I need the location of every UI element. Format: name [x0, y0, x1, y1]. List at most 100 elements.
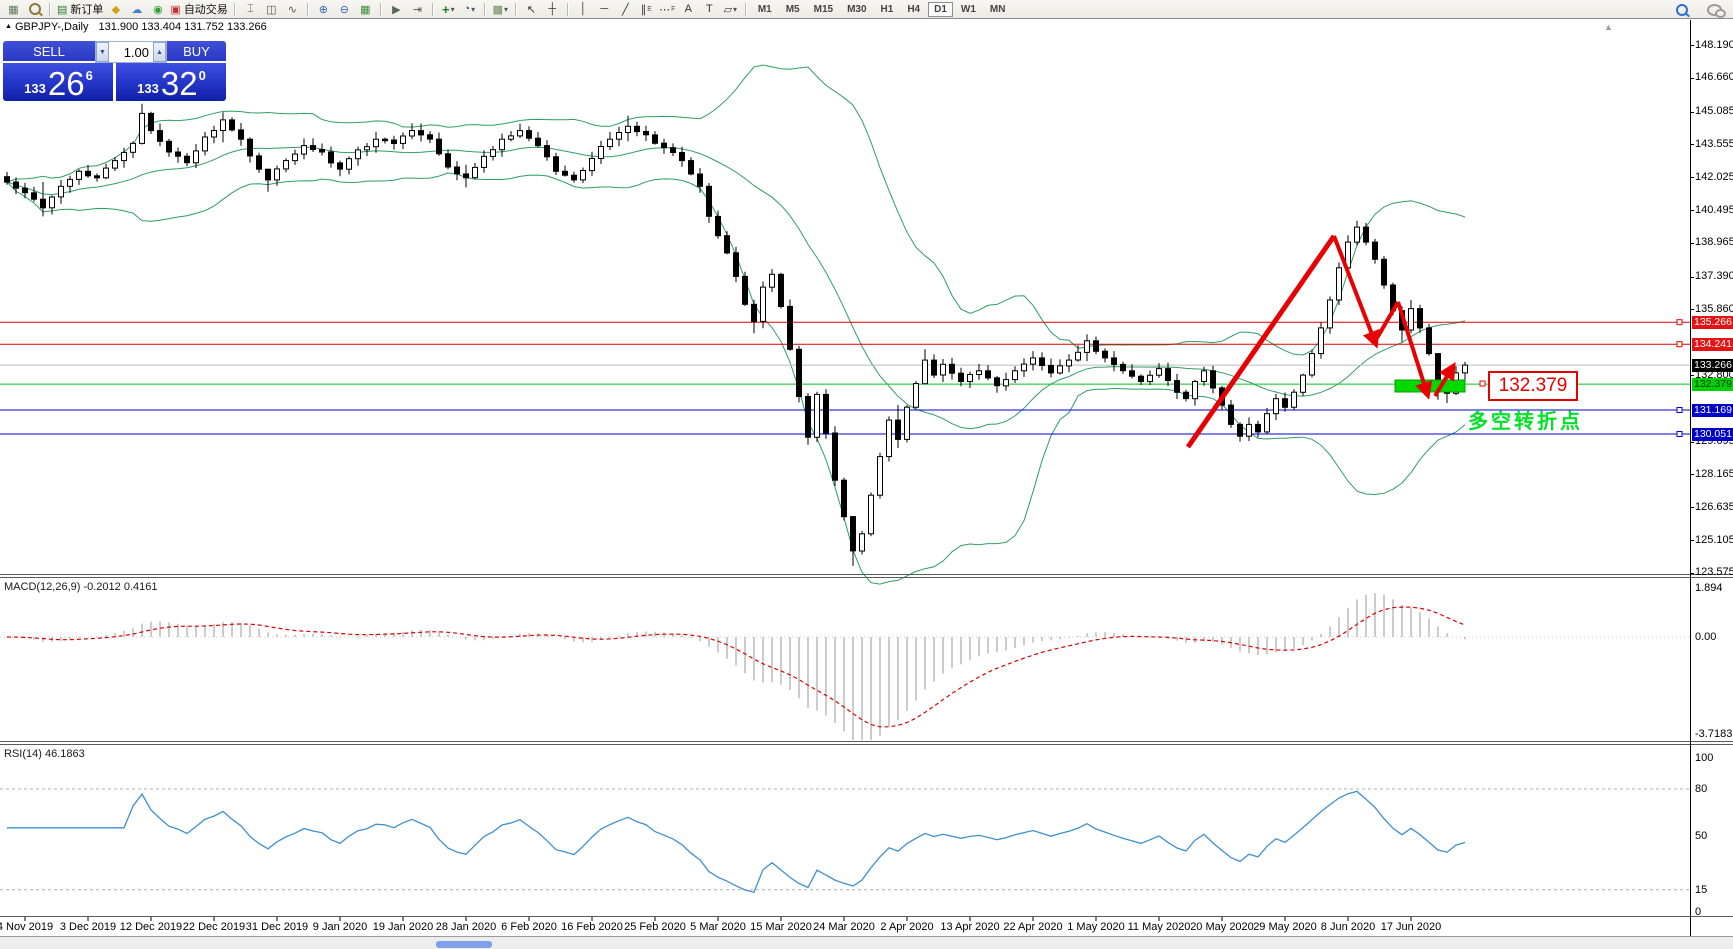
candlestick-mode-button[interactable]: ◫ — [261, 1, 282, 17]
annotation-anchor[interactable] — [1479, 380, 1486, 387]
new-order-label: 新订单 — [70, 4, 104, 16]
equidistant-channel-icon: ∥ — [640, 3, 647, 16]
zoom-in-button[interactable]: ⊕ — [313, 1, 334, 17]
search-button[interactable] — [1671, 2, 1692, 18]
rsi-line — [7, 790, 1466, 893]
candle-wicks — [6, 103, 1466, 566]
timeframe-m30-button[interactable]: M30 — [847, 3, 867, 15]
equidistant-channel-sub-label: E — [647, 5, 652, 13]
horizontal-line-button[interactable]: ─ — [594, 1, 615, 17]
auto-scroll-button[interactable]: ▶ — [386, 1, 407, 17]
toolbar: ▦ ▤ 新订单 ◆ ☁ ◉ ▣ 自动交易 ⌶ ◫ ∿ ⊕ ⊖ ▦ ▶ ⇥ + ▾ ◔ ▾ ▩ ▾ ↖ ┼ │ ─ ╱ ∥ E ⋯ F A T ▱ ▾… — [0, 0, 1733, 19]
sell-button[interactable]: SELL — [3, 41, 95, 63]
hline-handle[interactable] — [1676, 319, 1683, 326]
toolbar-separator — [566, 2, 569, 16]
candlestick-mode-icon: ◫ — [266, 3, 277, 16]
cursor-button[interactable]: ↖ — [521, 1, 542, 17]
sell-price[interactable]: 133 26 6 — [3, 63, 113, 101]
auto-scroll-icon: ▶ — [392, 3, 401, 16]
timeframe-m1-button[interactable]: M1 — [757, 3, 772, 15]
buy-price[interactable]: 133 32 0 — [116, 63, 226, 101]
toolbar-separator — [431, 2, 434, 16]
scrollbar-thumb[interactable] — [436, 941, 492, 948]
zoom-out-icon: ⊖ — [339, 3, 349, 16]
toolbar-separator — [49, 2, 51, 16]
zoom-in-icon: ⊕ — [318, 3, 328, 16]
sell-price-pips: 26 — [47, 65, 85, 102]
bottom-scrollbar[interactable] — [0, 936, 1733, 949]
templates-dropdown-icon[interactable]: ▾ — [504, 4, 509, 14]
trend-arrow[interactable] — [1396, 301, 1433, 400]
trendline-icon: ╱ — [622, 3, 629, 16]
templates-button[interactable]: ▩ ▾ — [490, 1, 511, 17]
bar-chart-mode-icon: ⌶ — [247, 2, 254, 15]
equidistant-channel-button[interactable]: ∥ E — [636, 1, 657, 17]
tile-windows-button[interactable]: ▦ — [355, 1, 376, 17]
periods-button[interactable]: ◔ ▾ — [459, 1, 480, 17]
auto-trading-button[interactable]: ▣ 自动交易 — [168, 1, 229, 17]
cursor-icon: ↖ — [526, 3, 536, 16]
toolbar-separator — [483, 2, 486, 16]
indicators-add-dropdown-icon[interactable]: ▾ — [450, 4, 455, 14]
indicators-add-button[interactable]: + ▾ — [438, 1, 459, 17]
bollinger-lower-band — [6, 172, 1466, 585]
shapes-dropdown-icon[interactable]: ▾ — [733, 4, 738, 14]
timeframe-mn-button[interactable]: MN — [989, 3, 1006, 15]
chat-button[interactable] — [1704, 2, 1726, 18]
horizontal-line-icon: ─ — [600, 3, 609, 15]
macd-histogram — [15, 593, 1466, 740]
timeframe-h1-button[interactable]: H1 — [880, 3, 894, 15]
new-chart-icon: ▦ — [8, 3, 19, 16]
text-icon: A — [684, 3, 692, 15]
vertical-line-button[interactable]: │ — [573, 1, 594, 17]
volume-increase-button[interactable]: ▲ — [153, 42, 166, 62]
chart-marker-icon: ▲ — [5, 23, 12, 30]
ohlc-values: 131.900 133.404 131.752 133.266 — [98, 21, 267, 33]
shapes-button[interactable]: ▱ ▾ — [720, 1, 741, 17]
price-annotation-box[interactable]: 132.379 — [1488, 371, 1578, 401]
support-zone-highlight[interactable] — [1394, 379, 1466, 393]
chart-shift-button[interactable]: ⇥ — [407, 1, 428, 17]
volume-input[interactable] — [109, 42, 153, 62]
timeframe-h4-button[interactable]: H4 — [907, 3, 921, 15]
trend-arrow[interactable] — [1375, 300, 1400, 340]
timeframe-m5-button[interactable]: M5 — [785, 3, 800, 15]
signals-button[interactable]: ◉ — [147, 1, 168, 17]
line-chart-mode-icon: ∿ — [287, 3, 297, 16]
timeframe-d1-button[interactable]: D1 — [928, 1, 953, 17]
profiles-icon — [28, 3, 41, 15]
hline-handle[interactable] — [1676, 407, 1683, 413]
fibonacci-button[interactable]: ⋯ F — [657, 1, 678, 17]
profiles-button[interactable] — [24, 1, 45, 17]
chart-title: ▲ GBPJPY-,Daily 131.900 133.404 131.752 13… — [5, 21, 267, 33]
text-button[interactable]: A — [678, 1, 699, 17]
mql5-community-button[interactable]: ☁ — [126, 1, 147, 17]
toolbar-separator — [514, 2, 517, 16]
templates-icon: ▩ — [492, 3, 503, 16]
bar-chart-mode-button[interactable]: ⌶ — [240, 1, 261, 17]
new-chart-button[interactable]: ▦ — [3, 1, 24, 17]
hline-handle[interactable] — [1676, 431, 1683, 437]
trend-arrow[interactable] — [1185, 234, 1337, 449]
periods-dropdown-icon[interactable]: ▾ — [471, 4, 476, 14]
new-order-button[interactable]: ▤ 新订单 — [55, 1, 105, 17]
line-chart-mode-button[interactable]: ∿ — [282, 1, 303, 17]
trend-arrow[interactable] — [1332, 235, 1380, 349]
trendline-button[interactable]: ╱ — [615, 1, 636, 17]
zoom-out-button[interactable]: ⊖ — [334, 1, 355, 17]
trend-arrow[interactable] — [1433, 361, 1456, 398]
styler-button[interactable]: ◆ — [105, 1, 126, 17]
vertical-line-icon: │ — [579, 3, 587, 15]
styler-icon: ◆ — [111, 3, 121, 16]
volume-decrease-button[interactable]: ▼ — [96, 42, 109, 62]
buy-button[interactable]: BUY — [167, 41, 226, 63]
crosshair-button[interactable]: ┼ — [542, 1, 563, 17]
timeframe-w1-button[interactable]: W1 — [960, 3, 976, 15]
candlestick-series — [4, 112, 1468, 552]
text-label-button[interactable]: T — [699, 1, 720, 17]
timeframe-m15-button[interactable]: M15 — [813, 3, 834, 15]
hline-handle[interactable] — [1676, 341, 1683, 348]
